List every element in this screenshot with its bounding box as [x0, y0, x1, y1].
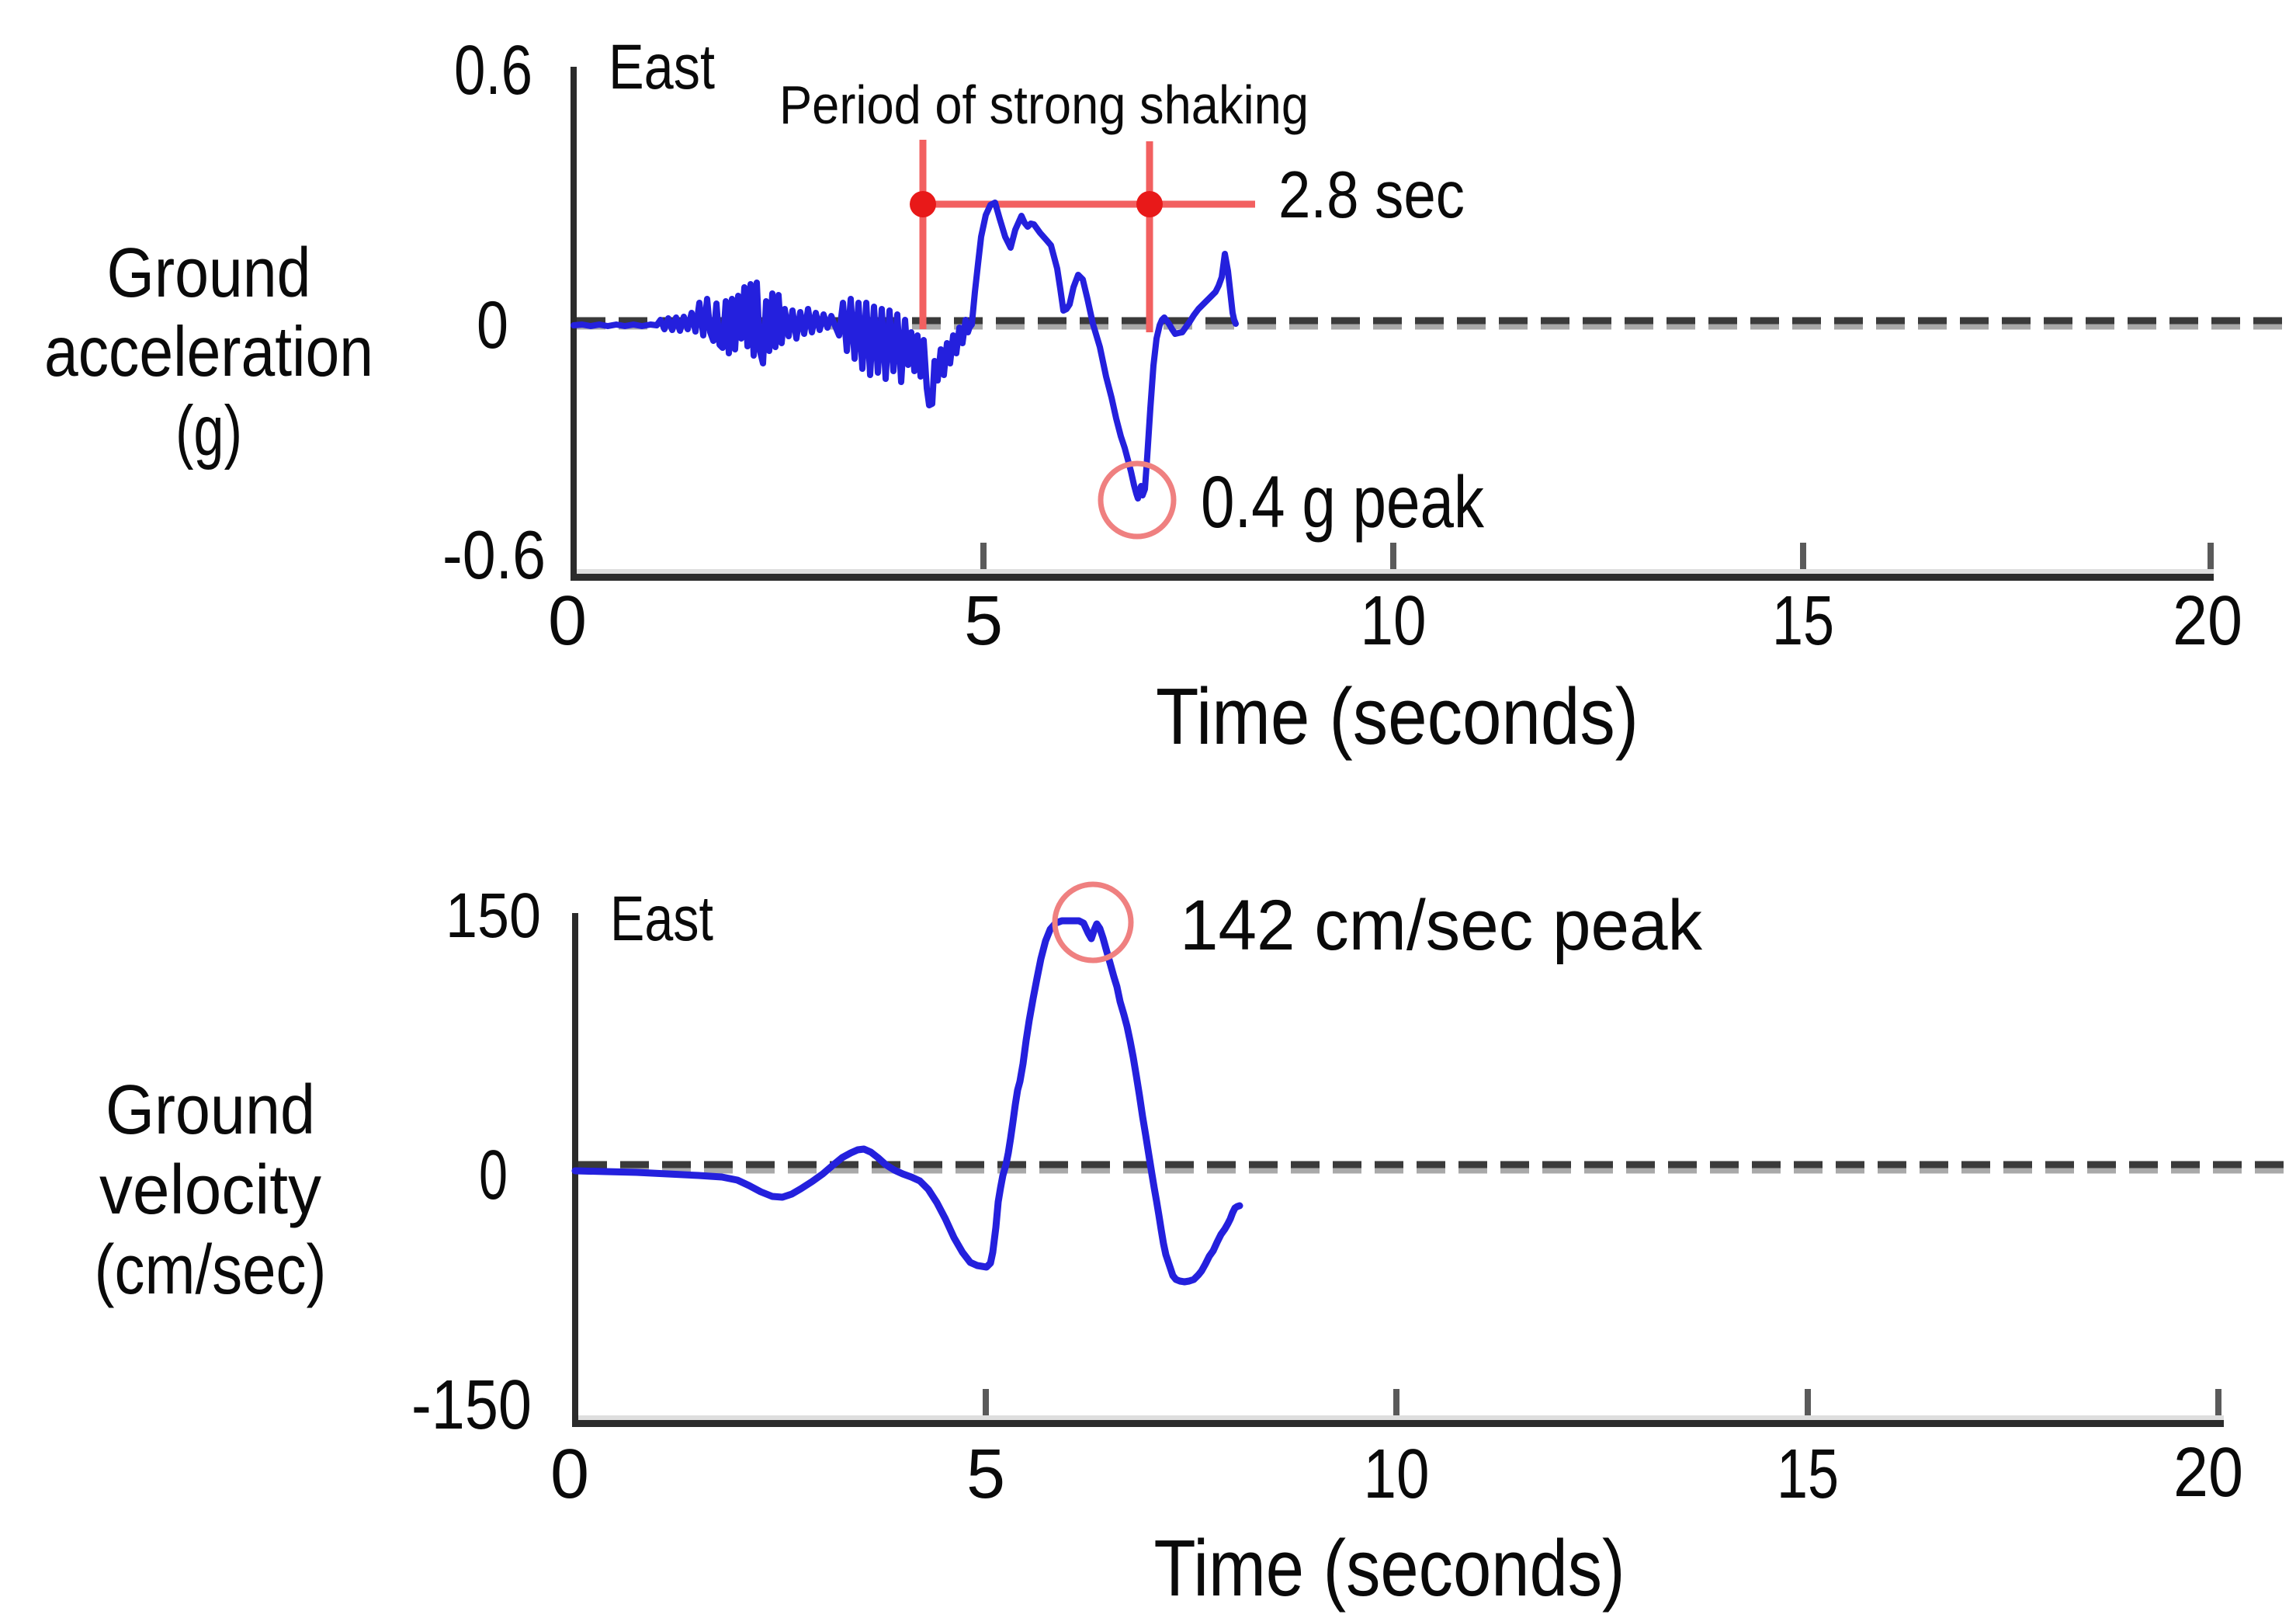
svg-text:acceleration: acceleration	[44, 313, 373, 391]
svg-text:142 cm/sec peak: 142 cm/sec peak	[1180, 886, 1703, 965]
svg-text:East: East	[609, 32, 715, 102]
svg-text:20: 20	[2173, 1434, 2243, 1512]
svg-text:Ground: Ground	[106, 1071, 315, 1149]
svg-text:0.4 g peak: 0.4 g peak	[1201, 461, 1484, 543]
svg-text:150: 150	[446, 880, 541, 951]
svg-text:2.8 sec: 2.8 sec	[1278, 158, 1465, 232]
svg-text:(g): (g)	[175, 392, 242, 470]
svg-text:15: 15	[1777, 1436, 1839, 1513]
svg-text:(cm/sec): (cm/sec)	[95, 1231, 327, 1309]
svg-text:Ground: Ground	[107, 234, 311, 312]
svg-text:10: 10	[1364, 1436, 1430, 1513]
svg-text:5: 5	[964, 582, 1003, 660]
svg-text:Time (seconds): Time (seconds)	[1154, 1523, 1625, 1613]
svg-text:Period of strong shaking: Period of strong shaking	[779, 75, 1309, 135]
svg-text:15: 15	[1772, 582, 1834, 660]
svg-text:velocity: velocity	[99, 1151, 321, 1229]
svg-text:0: 0	[477, 288, 508, 363]
svg-text:-0.6: -0.6	[442, 516, 546, 593]
svg-text:10: 10	[1361, 582, 1427, 660]
svg-text:0: 0	[479, 1137, 508, 1214]
svg-text:0: 0	[550, 1436, 589, 1513]
svg-text:-150: -150	[411, 1366, 532, 1444]
svg-text:0: 0	[548, 582, 587, 660]
svg-text:East: East	[610, 884, 713, 954]
svg-text:0.6: 0.6	[454, 32, 532, 109]
svg-text:5: 5	[966, 1436, 1005, 1513]
svg-text:Time (seconds): Time (seconds)	[1156, 672, 1639, 761]
svg-text:20: 20	[2173, 582, 2242, 660]
